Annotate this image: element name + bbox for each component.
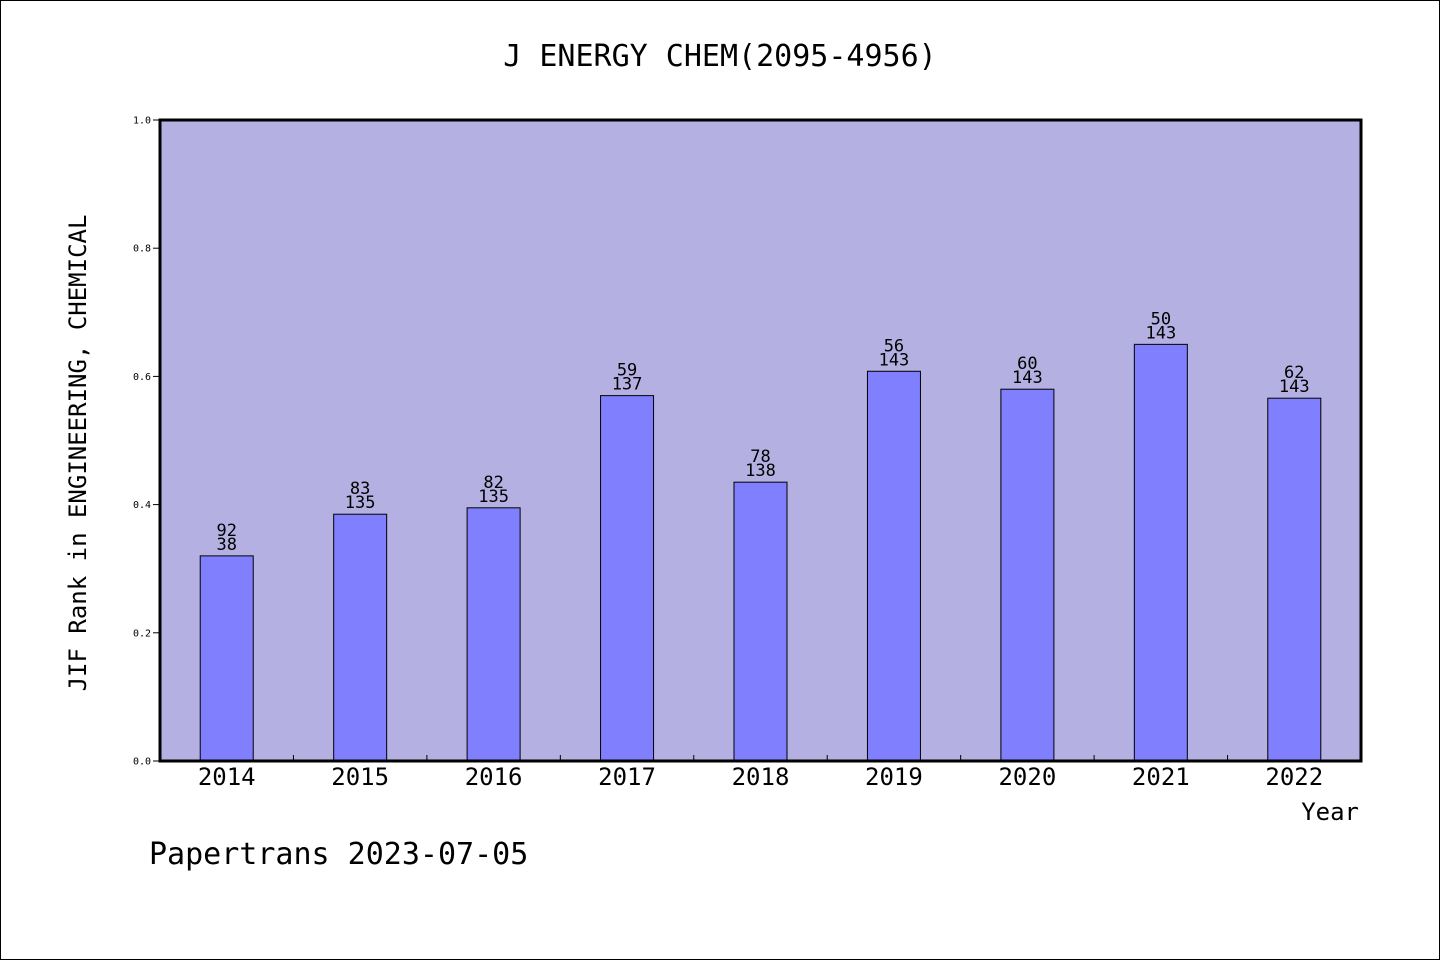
bar-2018 [733, 481, 788, 762]
y-tick-label: 1.0 [133, 116, 151, 127]
bar-2014 [199, 555, 254, 762]
bar-2015 [333, 513, 388, 762]
bar-total-label-2017: 137 [612, 375, 643, 395]
bar-rank-label-2019: 56 [884, 336, 904, 356]
x-tick-label-2017: 2017 [598, 763, 656, 791]
bar-total-label-2021: 143 [1145, 323, 1176, 343]
x-tick-label-2022: 2022 [1265, 763, 1323, 791]
x-tick-label-2015: 2015 [331, 763, 389, 791]
bar-total-label-2019: 143 [879, 350, 910, 370]
bar-rank-label-2018: 78 [750, 447, 770, 467]
x-tick-label-2014: 2014 [198, 763, 256, 791]
bar-rank-label-2014: 92 [216, 521, 236, 541]
bar-total-label-2014: 38 [216, 535, 236, 555]
bar-2017 [600, 395, 655, 762]
bar-total-label-2015: 135 [345, 493, 376, 513]
chart-title: J ENERGY CHEM(2095-4956) [503, 39, 936, 74]
footer-text: Papertrans 2023-07-05 [149, 837, 528, 872]
y-tick-label: 0.6 [133, 372, 151, 383]
x-tick-label-2020: 2020 [998, 763, 1056, 791]
bar-rank-label-2021: 50 [1151, 309, 1171, 329]
x-axis-ticks: 2014 2015 2016 2017 2018 2019 2020 2021 2022 [198, 755, 1323, 791]
bar-rank-label-2020: 60 [1017, 354, 1037, 374]
x-axis-title: Year [1301, 798, 1359, 826]
plot-border [158, 118, 1363, 763]
y-axis-ticks: 0.0 0.2 0.4 0.6 0.8 1.0 [133, 116, 160, 768]
y-axis-title: JIF Rank in ENGINEERING, CHEMICAL [64, 215, 92, 692]
y-tick-label: 0.8 [133, 244, 151, 255]
bar-total-label-2016: 135 [478, 487, 509, 507]
bar-total-label-2022: 143 [1279, 377, 1310, 397]
bar-total-label-2020: 143 [1012, 368, 1043, 388]
y-tick-label: 0.4 [133, 500, 151, 511]
x-tick-label-2018: 2018 [732, 763, 790, 791]
bar-2016 [466, 507, 521, 762]
bar-rank-label-2022: 62 [1284, 363, 1304, 383]
bar-2021 [1133, 343, 1188, 762]
y-tick-label: 0.0 [133, 757, 151, 768]
bars-group [199, 343, 1322, 762]
x-tick-label-2016: 2016 [465, 763, 523, 791]
bar-2019 [866, 370, 921, 762]
x-tick-label-2021: 2021 [1132, 763, 1190, 791]
bar-rank-label-2015: 83 [350, 479, 370, 499]
x-tick-label-2019: 2019 [865, 763, 923, 791]
y-tick-label: 0.2 [133, 628, 151, 639]
bar-2022 [1267, 397, 1322, 762]
bar-total-label-2018: 138 [745, 461, 776, 481]
bar-rank-label-2017: 59 [617, 361, 637, 381]
bar-2020 [1000, 388, 1055, 762]
bar-rank-label-2016: 82 [483, 473, 503, 493]
